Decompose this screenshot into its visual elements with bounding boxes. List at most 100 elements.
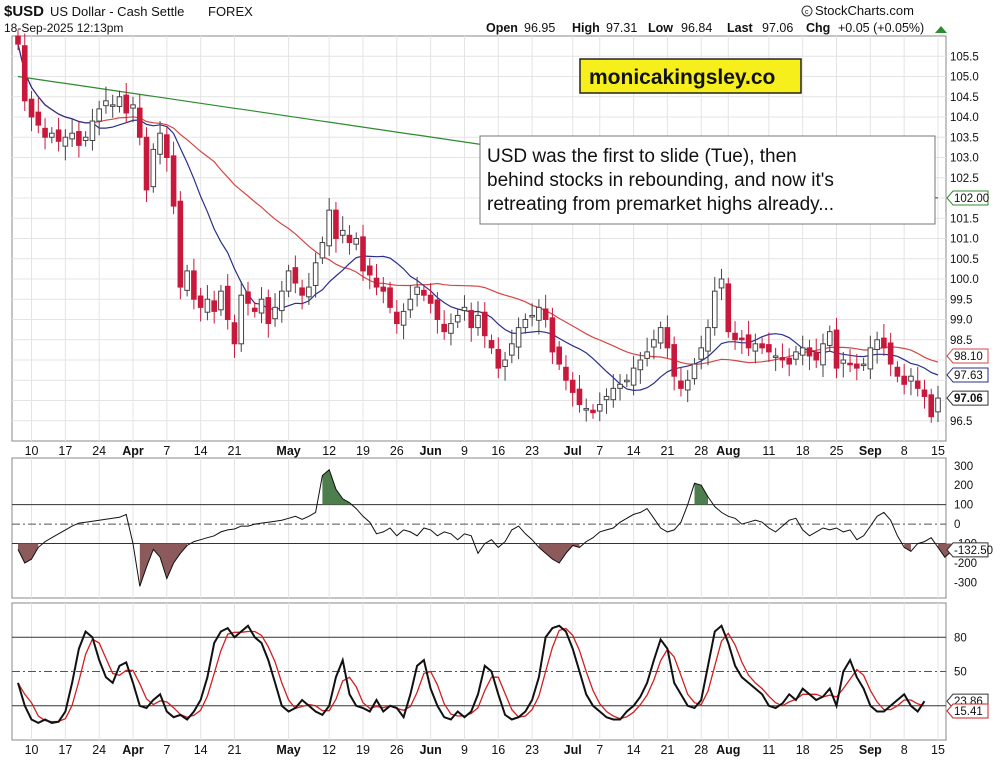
x-tick-label-bottom: 14 bbox=[194, 743, 208, 757]
x-tick-label-bottom: Apr bbox=[122, 743, 144, 757]
x-tick-label-bottom: May bbox=[276, 743, 300, 757]
ohlc-last-label: Last bbox=[727, 21, 754, 35]
price-tick-label: 100.5 bbox=[950, 254, 979, 266]
annotation-line: behind stocks in rebounding, and now it'… bbox=[487, 170, 834, 191]
candle-body bbox=[346, 234, 353, 244]
candle-body bbox=[732, 332, 738, 341]
x-tick-label: 19 bbox=[356, 444, 370, 458]
candle-body bbox=[509, 343, 515, 356]
ohlc-low: 96.84 bbox=[681, 21, 712, 35]
candle-body bbox=[820, 343, 826, 366]
candle-body bbox=[15, 35, 21, 45]
watermark-text: monicakingsley.co bbox=[589, 66, 775, 89]
candle-body bbox=[495, 348, 502, 369]
x-tick-label: 25 bbox=[830, 444, 844, 458]
candle-body bbox=[89, 120, 96, 141]
x-tick-label-bottom: Sep bbox=[859, 743, 882, 757]
price-tick-label: 103.5 bbox=[950, 132, 979, 144]
annotation-box bbox=[479, 135, 936, 225]
sma-blue-value-tag: 97.63 bbox=[954, 370, 983, 382]
x-tick-label: 14 bbox=[627, 444, 641, 458]
candle-body bbox=[921, 389, 928, 397]
price-tick-label: 99.5 bbox=[950, 294, 972, 306]
candle-body bbox=[326, 209, 332, 247]
candle-body bbox=[319, 242, 326, 259]
candle-body bbox=[610, 387, 617, 401]
candle-body bbox=[427, 294, 434, 304]
stoch-tick-label: 80 bbox=[954, 632, 967, 644]
x-tick-label-bottom: 24 bbox=[92, 743, 106, 757]
x-tick-label: 7 bbox=[163, 444, 170, 458]
x-tick-label: 24 bbox=[92, 444, 106, 458]
candle-body bbox=[698, 347, 705, 360]
candle-body bbox=[481, 311, 488, 337]
candle-body bbox=[42, 127, 48, 138]
candle-body bbox=[860, 363, 867, 367]
candle-body bbox=[82, 136, 89, 141]
x-tick-label-bottom: Jul bbox=[564, 743, 582, 757]
candle-body bbox=[529, 314, 535, 318]
candle-body bbox=[339, 229, 346, 236]
stoch-tick-label: 50 bbox=[954, 667, 967, 679]
x-tick-label-bottom: 23 bbox=[525, 743, 539, 757]
candle-body bbox=[583, 408, 590, 411]
x-tick-label: Jul bbox=[564, 444, 582, 458]
candle-body bbox=[157, 132, 163, 155]
stoch-d-value-tag-box bbox=[946, 703, 989, 719]
candle-body bbox=[901, 375, 907, 385]
x-tick-label: 21 bbox=[228, 444, 242, 458]
candle-body bbox=[725, 283, 732, 333]
ohlc-open-label: Open bbox=[486, 21, 518, 35]
candle-body bbox=[833, 329, 840, 369]
sma-red-value-tag-box bbox=[946, 348, 989, 364]
x-tick-label: 28 bbox=[694, 444, 708, 458]
x-tick-label: 10 bbox=[25, 444, 39, 458]
x-tick-label: Sep bbox=[859, 444, 882, 458]
watermark-box bbox=[579, 58, 802, 94]
candle-body bbox=[671, 344, 677, 377]
copyright-icon bbox=[801, 5, 813, 17]
ohlc-chg-label: Chg bbox=[806, 21, 830, 35]
candle-body bbox=[908, 375, 914, 382]
ohlc-open: 96.95 bbox=[524, 21, 555, 35]
candle-body bbox=[407, 298, 414, 311]
candle-body bbox=[434, 299, 441, 320]
cci-tick-label: -200 bbox=[954, 558, 977, 570]
cci-negative-fill bbox=[18, 543, 39, 563]
candle-body bbox=[421, 289, 427, 296]
candle-body bbox=[218, 290, 224, 311]
stoch-d-value-tag: 15.41 bbox=[954, 706, 983, 718]
candle-body bbox=[224, 285, 231, 321]
price-tick-label: 96.5 bbox=[950, 416, 972, 428]
candle-body bbox=[21, 45, 28, 102]
price-tick-label: 105.0 bbox=[950, 72, 979, 84]
x-tick-label-bottom: 15 bbox=[931, 743, 945, 757]
candle-body bbox=[28, 98, 35, 118]
cci-tick-label: -300 bbox=[954, 577, 977, 589]
cci-tick-label: 0 bbox=[954, 519, 960, 531]
cci-positive-fill bbox=[694, 483, 708, 505]
price-tick-label: 100.0 bbox=[950, 274, 979, 286]
candle-body bbox=[881, 337, 887, 349]
candle-body bbox=[76, 131, 82, 146]
candle-body bbox=[569, 379, 576, 393]
candle-body bbox=[826, 331, 833, 346]
x-tick-label: 9 bbox=[461, 444, 468, 458]
candle-body bbox=[705, 327, 711, 352]
x-tick-label-bottom: 11 bbox=[762, 743, 775, 757]
candle-body bbox=[211, 300, 217, 312]
candle-body bbox=[292, 267, 299, 284]
price-tick-label: 101.0 bbox=[950, 234, 979, 246]
candle-body bbox=[204, 298, 211, 313]
cci-value-tag-box bbox=[946, 542, 989, 558]
candle-body bbox=[177, 200, 184, 288]
candle-body bbox=[468, 310, 475, 329]
candle-body bbox=[536, 306, 542, 321]
x-tick-label-bottom: 28 bbox=[694, 743, 708, 757]
candle-body bbox=[123, 94, 130, 114]
stoch-k-line bbox=[17, 624, 926, 725]
candle-body bbox=[441, 323, 447, 333]
candle-body bbox=[644, 351, 650, 359]
x-tick-label: 17 bbox=[58, 444, 72, 458]
candle-body bbox=[603, 395, 610, 401]
